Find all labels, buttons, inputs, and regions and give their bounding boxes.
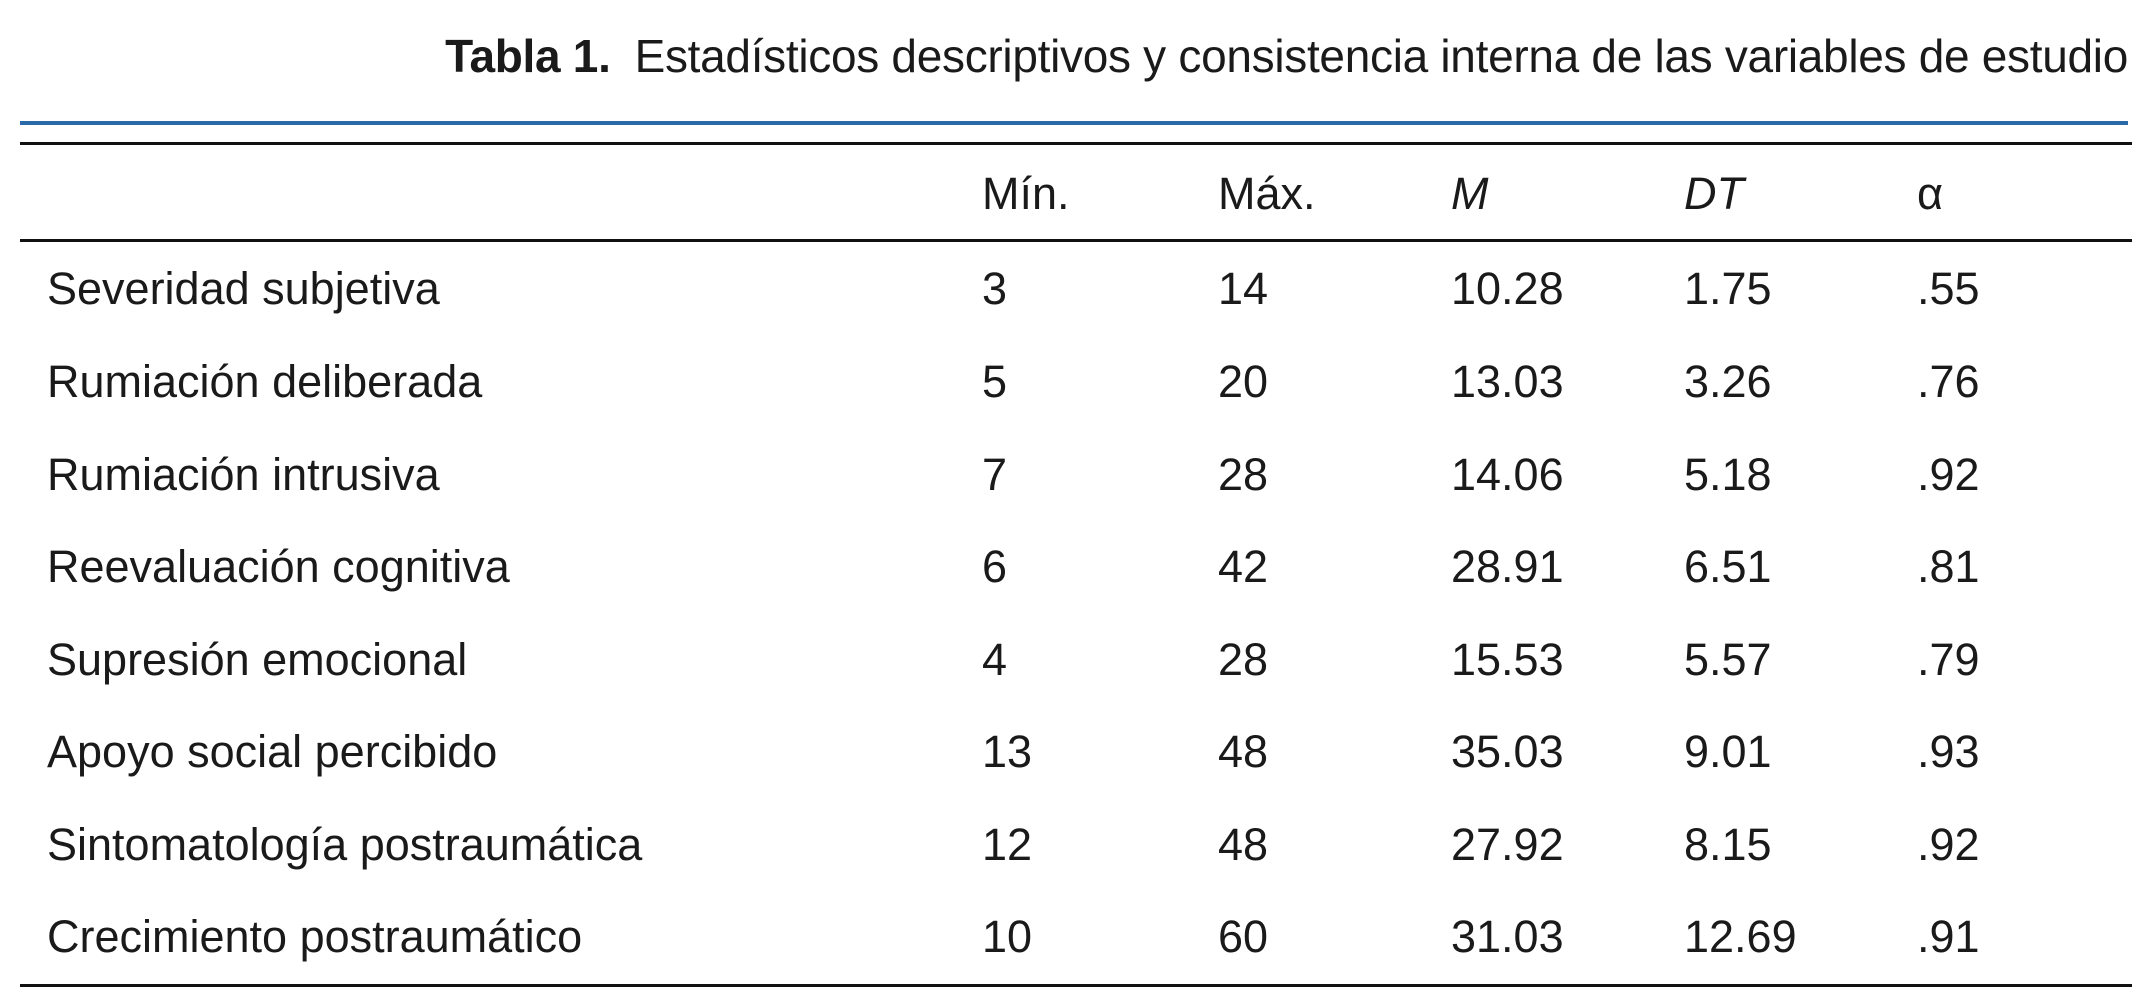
cell-max: 28 [1218,633,1269,685]
table-row: Sintomatología postraumática 12 48 27.92… [20,799,2132,892]
cell-mean: 27.92 [1451,818,1564,870]
cell-min: 13 [982,726,1033,778]
cell-max: 48 [1218,818,1269,870]
cell-mean: 13.03 [1451,356,1564,408]
header-sd: DT [1684,168,1744,219]
cell-mean: 31.03 [1451,911,1564,963]
cell-min: 4 [982,633,1008,685]
cell-variable: Rumiación deliberada [47,356,483,408]
descriptive-stats-table: Mín. Máx. M DT α Severidad subjetiva 3 1… [20,142,2132,987]
table-caption-label: Tabla 1. [445,30,611,82]
table-row: Severidad subjetiva 3 14 10.28 1.75 .55 [20,241,2132,337]
cell-variable: Rumiación intrusiva [47,448,440,500]
cell-alpha: .92 [1917,818,1980,870]
table-row: Crecimiento postraumático 10 60 31.03 12… [20,891,2132,985]
cell-max: 14 [1218,263,1269,314]
cell-min: 7 [982,448,1008,500]
cell-alpha: .91 [1917,911,1980,963]
header-min: Mín. [982,168,1070,219]
cell-sd: 12.69 [1684,911,1797,963]
table-body: Severidad subjetiva 3 14 10.28 1.75 .55 … [20,241,2132,985]
cell-sd: 5.57 [1684,633,1772,685]
cell-mean: 15.53 [1451,633,1564,685]
cell-sd: 6.51 [1684,541,1772,593]
caption-divider [20,121,2128,125]
cell-max: 42 [1218,541,1269,593]
cell-variable: Reevaluación cognitiva [47,541,510,593]
cell-variable: Crecimiento postraumático [47,911,583,963]
table-row: Rumiación deliberada 5 20 13.03 3.26 .76 [20,336,2132,429]
table-row: Apoyo social percibido 13 48 35.03 9.01 … [20,706,2132,799]
cell-max: 60 [1218,911,1269,963]
cell-max: 20 [1218,356,1269,408]
cell-alpha: .55 [1917,263,1980,314]
cell-mean: 28.91 [1451,541,1564,593]
cell-variable: Supresión emocional [47,633,468,685]
header-row: Mín. Máx. M DT α [20,143,2132,241]
cell-alpha: .93 [1917,726,1980,778]
cell-mean: 14.06 [1451,448,1564,500]
header-variable [20,144,982,241]
header-max: Máx. [1218,168,1316,219]
table-row: Rumiación intrusiva 7 28 14.06 5.18 .92 [20,429,2132,522]
cell-max: 48 [1218,726,1269,778]
cell-max: 28 [1218,448,1269,500]
cell-min: 5 [982,356,1008,408]
table-row: Supresión emocional 4 28 15.53 5.57 .79 [20,614,2132,707]
cell-variable: Severidad subjetiva [47,263,440,314]
cell-mean: 10.28 [1451,263,1564,314]
table-row: Reevaluación cognitiva 6 42 28.91 6.51 .… [20,521,2132,614]
cell-variable: Apoyo social percibido [47,726,498,778]
cell-alpha: .76 [1917,356,1980,408]
cell-min: 10 [982,911,1033,963]
cell-alpha: .81 [1917,541,1980,593]
table-caption: Tabla 1. Estadísticos descriptivos y cons… [445,26,2128,86]
cell-min: 12 [982,818,1033,870]
cell-sd: 9.01 [1684,726,1772,778]
table-container: Mín. Máx. M DT α Severidad subjetiva 3 1… [20,142,2132,987]
cell-sd: 3.26 [1684,356,1772,408]
cell-alpha: .92 [1917,448,1980,500]
cell-min: 6 [982,541,1008,593]
cell-min: 3 [982,263,1008,314]
cell-sd: 1.75 [1684,263,1772,314]
header-mean: M [1451,168,1489,219]
cell-variable: Sintomatología postraumática [47,818,643,870]
table-header: Mín. Máx. M DT α [20,143,2132,241]
cell-mean: 35.03 [1451,726,1564,778]
cell-sd: 5.18 [1684,448,1772,500]
cell-sd: 8.15 [1684,818,1772,870]
table-caption-title: Estadísticos descriptivos y consistencia… [634,30,2129,82]
header-alpha: α [1917,168,1944,219]
cell-alpha: .79 [1917,633,1980,685]
